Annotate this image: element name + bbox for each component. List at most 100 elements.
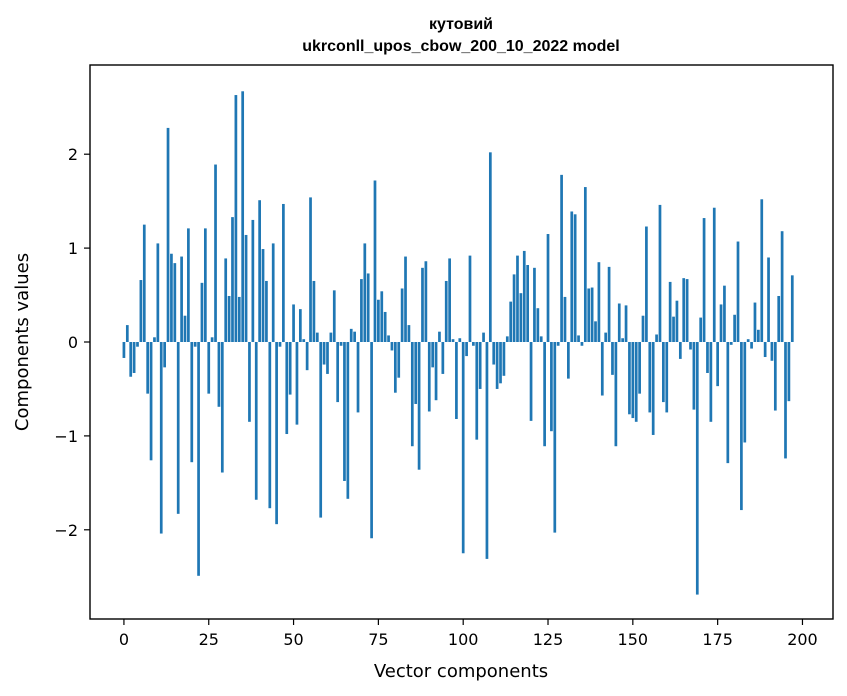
x-tick-label: 175 bbox=[702, 630, 733, 649]
bar bbox=[248, 342, 251, 422]
bar bbox=[156, 243, 160, 342]
bar bbox=[339, 342, 343, 346]
bar bbox=[777, 295, 781, 342]
bar bbox=[142, 224, 146, 342]
chart-title-line1: кутовий bbox=[429, 16, 493, 33]
bar bbox=[288, 342, 292, 395]
bar bbox=[210, 337, 214, 342]
bar bbox=[421, 267, 424, 342]
bar bbox=[285, 342, 289, 435]
bar bbox=[482, 332, 485, 342]
bar bbox=[672, 316, 675, 342]
bar bbox=[451, 339, 455, 342]
bar bbox=[573, 214, 577, 342]
bar bbox=[353, 331, 356, 342]
bar bbox=[275, 342, 278, 525]
bar bbox=[628, 342, 631, 415]
bar bbox=[383, 311, 387, 342]
bar bbox=[224, 258, 228, 342]
bar bbox=[360, 279, 363, 342]
y-axis-label: Components values bbox=[12, 253, 33, 431]
bar bbox=[685, 279, 689, 342]
bar bbox=[611, 342, 614, 375]
bar bbox=[200, 282, 204, 342]
bar bbox=[149, 342, 153, 461]
bar bbox=[468, 255, 472, 342]
bar bbox=[743, 342, 747, 443]
bar bbox=[770, 342, 774, 361]
x-tick-label: 125 bbox=[533, 630, 564, 649]
bar bbox=[461, 342, 465, 554]
bar bbox=[315, 332, 319, 342]
bar bbox=[326, 342, 329, 374]
bar bbox=[495, 342, 499, 389]
bar bbox=[587, 288, 591, 342]
bar bbox=[475, 342, 479, 440]
bar bbox=[427, 342, 431, 412]
bar bbox=[244, 234, 248, 342]
bar bbox=[363, 243, 367, 342]
bar bbox=[702, 218, 706, 342]
bar bbox=[261, 249, 265, 342]
bar bbox=[136, 342, 139, 347]
bar bbox=[529, 342, 533, 421]
bar bbox=[736, 241, 740, 342]
bar bbox=[193, 342, 197, 347]
bar bbox=[692, 342, 696, 410]
chart-title-line2: ukrconll_upos_cbow_200_10_2022 model bbox=[302, 38, 619, 55]
bar bbox=[207, 342, 211, 394]
x-tick-label: 150 bbox=[618, 630, 649, 649]
bar bbox=[322, 342, 326, 365]
bar bbox=[740, 342, 743, 511]
bar bbox=[583, 187, 587, 342]
bar bbox=[187, 228, 190, 342]
bar bbox=[563, 296, 567, 342]
bar bbox=[522, 250, 526, 342]
bar bbox=[594, 321, 597, 342]
bar bbox=[631, 342, 635, 419]
y-tick-label: −2 bbox=[54, 521, 78, 540]
bar bbox=[190, 342, 194, 463]
bar bbox=[458, 338, 462, 342]
bar bbox=[505, 336, 509, 342]
bar bbox=[597, 262, 601, 342]
bar bbox=[536, 308, 540, 342]
bar bbox=[526, 265, 530, 342]
bar bbox=[651, 342, 655, 435]
bar bbox=[638, 342, 641, 394]
bar bbox=[370, 342, 373, 539]
bar bbox=[465, 342, 468, 357]
bar bbox=[444, 280, 448, 342]
x-axis-label: Vector components bbox=[374, 661, 548, 682]
bar bbox=[159, 342, 163, 534]
bar bbox=[662, 342, 665, 403]
x-tick-label: 50 bbox=[283, 630, 303, 649]
bar bbox=[746, 339, 750, 342]
bar bbox=[295, 342, 299, 425]
bar bbox=[183, 315, 187, 342]
bar bbox=[624, 305, 628, 342]
bar bbox=[689, 342, 692, 350]
bar bbox=[760, 199, 764, 342]
bar bbox=[668, 281, 672, 342]
bar bbox=[750, 342, 753, 349]
bar bbox=[533, 267, 536, 342]
bar bbox=[424, 261, 428, 342]
bar bbox=[553, 342, 557, 533]
bar bbox=[231, 217, 234, 342]
bar bbox=[485, 342, 489, 559]
bar bbox=[780, 231, 784, 342]
x-tick-label: 200 bbox=[787, 630, 818, 649]
bar bbox=[217, 342, 221, 407]
bar bbox=[665, 342, 669, 413]
bar bbox=[614, 342, 618, 447]
bar bbox=[753, 302, 757, 342]
bar bbox=[414, 342, 418, 404]
bar bbox=[546, 234, 550, 342]
bar bbox=[502, 342, 506, 376]
bar bbox=[343, 342, 346, 481]
bar bbox=[400, 288, 404, 342]
y-tick-label: 2 bbox=[68, 145, 78, 164]
bar bbox=[784, 342, 787, 459]
bar bbox=[434, 342, 438, 401]
